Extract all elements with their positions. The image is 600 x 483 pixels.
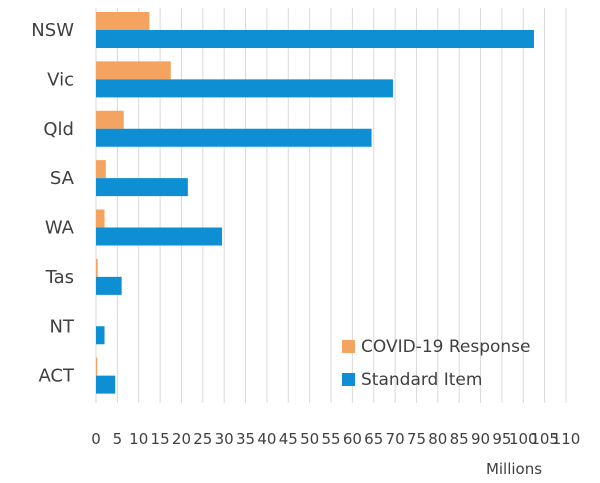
category-label-qld: Qld — [43, 119, 74, 140]
bar-nsw-covid-19-response — [96, 12, 150, 30]
x-tick-label-55: 55 — [321, 430, 340, 448]
x-tick-label-100: 100 — [509, 430, 538, 448]
bar-qld-standard-item — [96, 128, 372, 147]
category-label-nsw: NSW — [31, 20, 74, 41]
x-tick-label-80: 80 — [428, 430, 447, 448]
x-tick-label-25: 25 — [193, 430, 212, 448]
x-tick-label-50: 50 — [300, 430, 319, 448]
category-label-vic: Vic — [47, 69, 74, 90]
category-label-sa: SA — [50, 168, 75, 189]
legend: COVID-19 Response Standard Item — [342, 337, 531, 390]
x-tick-label-30: 30 — [215, 430, 234, 448]
x-tick-label-15: 15 — [151, 430, 170, 448]
bar-vic-covid-19-response — [96, 61, 171, 80]
category-label-tas: Tas — [45, 267, 74, 288]
x-axis-unit-label: Millions — [486, 460, 542, 478]
x-tick-label-5: 5 — [113, 430, 123, 448]
bar-act-covid-19-response — [96, 357, 98, 376]
x-tick-label-95: 95 — [492, 430, 511, 448]
legend-swatch-covid-19-response — [342, 340, 355, 353]
x-tick-label-70: 70 — [386, 430, 405, 448]
bar-nsw-standard-item — [96, 30, 534, 48]
bar-sa-standard-item — [96, 178, 188, 197]
x-tick-label-45: 45 — [279, 430, 298, 448]
category-label-nt: NT — [50, 316, 75, 337]
gridlines — [95, 8, 567, 403]
legend-label-standard-item: Standard Item — [361, 370, 482, 390]
bar-vic-standard-item — [96, 79, 393, 98]
x-tick-label-40: 40 — [257, 430, 276, 448]
x-tick-label-90: 90 — [471, 430, 490, 448]
x-tick-label-65: 65 — [364, 430, 383, 448]
bar-sa-covid-19-response — [96, 160, 106, 179]
category-label-wa: WA — [45, 218, 75, 239]
x-tick-labels: 0 5 10 15 20 25 30 35 40 45 50 55 60 65 70 75 80 85 90 9510… — [91, 430, 580, 448]
x-tick-label-85: 85 — [450, 430, 469, 448]
legend-swatch-standard-item — [342, 373, 355, 386]
bar-tas-covid-19-response — [96, 258, 98, 277]
category-label-act: ACT — [38, 366, 75, 387]
x-tick-label-20: 20 — [172, 430, 191, 448]
x-tick-label-10: 10 — [129, 430, 148, 448]
bar-qld-covid-19-response — [96, 110, 124, 129]
bars — [96, 12, 534, 394]
x-tick-label-35: 35 — [236, 430, 255, 448]
bar-wa-standard-item — [96, 227, 223, 246]
bar-nt-standard-item — [96, 326, 105, 345]
x-tick-label-60: 60 — [343, 430, 362, 448]
x-tick-label-75: 75 — [407, 430, 426, 448]
x-tick-label-0: 0 — [91, 430, 101, 448]
x-tick-label-110: 110 — [552, 430, 581, 448]
bar-act-standard-item — [96, 375, 116, 394]
x-tick-label-105: 105 — [530, 430, 559, 448]
legend-label-covid-19-response: COVID-19 Response — [361, 337, 531, 357]
bar-wa-covid-19-response — [96, 209, 105, 228]
category-labels: NSW Vic Qld SA WA Tas NT ACT — [31, 20, 75, 387]
bar-tas-standard-item — [96, 276, 122, 295]
